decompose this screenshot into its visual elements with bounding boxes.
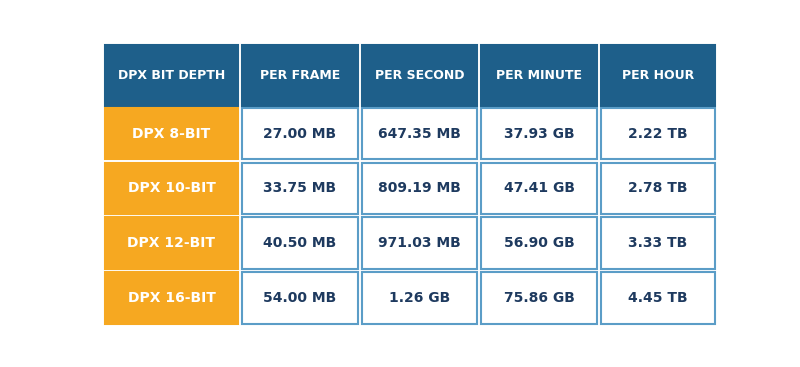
FancyBboxPatch shape bbox=[362, 45, 477, 106]
FancyBboxPatch shape bbox=[601, 45, 715, 106]
FancyBboxPatch shape bbox=[105, 218, 238, 269]
FancyBboxPatch shape bbox=[242, 218, 358, 269]
Text: PER SECOND: PER SECOND bbox=[374, 69, 464, 82]
Text: 33.75 MB: 33.75 MB bbox=[263, 181, 337, 195]
Text: PER HOUR: PER HOUR bbox=[622, 69, 694, 82]
FancyBboxPatch shape bbox=[362, 163, 477, 214]
Text: 27.00 MB: 27.00 MB bbox=[263, 127, 337, 141]
Text: 37.93 GB: 37.93 GB bbox=[504, 127, 574, 141]
Text: PER FRAME: PER FRAME bbox=[260, 69, 340, 82]
Text: DPX 16-BIT: DPX 16-BIT bbox=[127, 291, 215, 305]
FancyBboxPatch shape bbox=[601, 108, 715, 159]
FancyBboxPatch shape bbox=[105, 163, 238, 214]
Text: DPX BIT DEPTH: DPX BIT DEPTH bbox=[118, 69, 225, 82]
Text: 54.00 MB: 54.00 MB bbox=[263, 291, 337, 305]
FancyBboxPatch shape bbox=[482, 218, 597, 269]
Text: 47.41 GB: 47.41 GB bbox=[503, 181, 574, 195]
Text: PER MINUTE: PER MINUTE bbox=[496, 69, 582, 82]
FancyBboxPatch shape bbox=[105, 108, 238, 159]
FancyBboxPatch shape bbox=[362, 218, 477, 269]
FancyBboxPatch shape bbox=[242, 272, 358, 324]
Text: 809.19 MB: 809.19 MB bbox=[378, 181, 461, 195]
FancyBboxPatch shape bbox=[242, 108, 358, 159]
FancyBboxPatch shape bbox=[362, 272, 477, 324]
Text: DPX 8-BIT: DPX 8-BIT bbox=[132, 127, 210, 141]
Text: 40.50 MB: 40.50 MB bbox=[263, 236, 337, 250]
FancyBboxPatch shape bbox=[482, 45, 597, 106]
Text: 1.26 GB: 1.26 GB bbox=[389, 291, 450, 305]
FancyBboxPatch shape bbox=[105, 45, 238, 106]
FancyBboxPatch shape bbox=[601, 272, 715, 324]
FancyBboxPatch shape bbox=[105, 272, 238, 324]
FancyBboxPatch shape bbox=[242, 45, 358, 106]
Text: 75.86 GB: 75.86 GB bbox=[503, 291, 574, 305]
Text: 971.03 MB: 971.03 MB bbox=[378, 236, 461, 250]
Text: 647.35 MB: 647.35 MB bbox=[378, 127, 461, 141]
FancyBboxPatch shape bbox=[482, 108, 597, 159]
FancyBboxPatch shape bbox=[601, 163, 715, 214]
FancyBboxPatch shape bbox=[482, 163, 597, 214]
Text: DPX 12-BIT: DPX 12-BIT bbox=[127, 236, 215, 250]
FancyBboxPatch shape bbox=[601, 218, 715, 269]
Text: 56.90 GB: 56.90 GB bbox=[504, 236, 574, 250]
Text: 3.33 TB: 3.33 TB bbox=[628, 236, 688, 250]
FancyBboxPatch shape bbox=[482, 272, 597, 324]
FancyBboxPatch shape bbox=[242, 163, 358, 214]
Text: DPX 10-BIT: DPX 10-BIT bbox=[127, 181, 215, 195]
Text: 4.45 TB: 4.45 TB bbox=[628, 291, 688, 305]
Text: 2.22 TB: 2.22 TB bbox=[628, 127, 688, 141]
Text: 2.78 TB: 2.78 TB bbox=[628, 181, 688, 195]
FancyBboxPatch shape bbox=[362, 108, 477, 159]
